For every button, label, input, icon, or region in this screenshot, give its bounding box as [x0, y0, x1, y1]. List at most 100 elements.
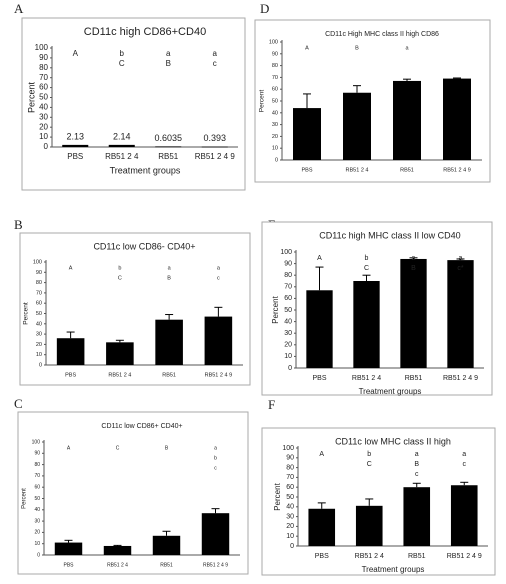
significance-letter: c — [415, 471, 419, 478]
y-tick-label: 70 — [284, 284, 292, 291]
significance-letter: a — [168, 265, 172, 271]
significance-letter: B — [411, 265, 416, 272]
panel-label: A — [14, 1, 24, 16]
bar — [343, 92, 371, 160]
chart-title: CD11c low MHC class II high — [335, 436, 451, 446]
bar — [54, 542, 83, 555]
bar — [355, 505, 383, 546]
y-tick-label: 40 — [34, 507, 40, 513]
bar — [353, 281, 380, 368]
significance-letter: a — [166, 49, 171, 58]
bar — [400, 258, 427, 368]
x-tick-label: PBS — [301, 167, 312, 173]
y-tick-label: 50 — [284, 307, 292, 314]
panel-label: B — [14, 217, 23, 232]
chart-title: CD11c High MHC class II high CD86 — [325, 31, 439, 38]
bar — [106, 342, 134, 365]
y-tick-label: 60 — [284, 295, 292, 302]
y-tick-label: 60 — [272, 87, 278, 93]
significance-letter: C — [119, 59, 125, 68]
significance-letter: b — [367, 451, 371, 458]
bar — [308, 508, 336, 546]
y-tick-label: 10 — [272, 146, 278, 152]
significance-letter: c — [463, 461, 467, 468]
y-tick-label: 100 — [269, 39, 278, 45]
y-tick-label: 80 — [34, 462, 40, 468]
x-tick-label: RB51 — [408, 553, 426, 560]
y-tick-label: 90 — [39, 53, 48, 62]
x-tick-label: RB51 2 4 — [107, 562, 128, 568]
y-tick-label: 90 — [284, 260, 292, 267]
x-tick-label: PBS — [65, 372, 76, 378]
bar — [450, 485, 478, 546]
y-axis-label: Percent — [259, 90, 266, 113]
panel-label: C — [14, 396, 23, 411]
chart-title: CD11c high MHC class II low CD40 — [319, 230, 460, 240]
panel-label: D — [260, 1, 269, 16]
y-tick-label: 10 — [39, 132, 48, 141]
bar — [152, 535, 181, 555]
value-label: 2.14 — [113, 131, 131, 141]
x-tick-label: RB51 2 4 — [352, 375, 381, 382]
y-tick-label: 50 — [39, 93, 48, 102]
bar — [204, 316, 233, 365]
significance-letter: a — [213, 49, 218, 58]
significance-letter: C — [364, 265, 369, 272]
y-tick-label: 90 — [34, 451, 40, 457]
significance-letter: B — [414, 461, 419, 468]
significance-letter: a — [415, 451, 419, 458]
y-tick-label: 60 — [39, 83, 48, 92]
y-tick-label: 100 — [32, 439, 41, 445]
y-tick-label: 60 — [36, 301, 42, 307]
x-tick-label: RB51 — [160, 562, 173, 568]
y-tick-label: 40 — [272, 110, 278, 116]
bar — [201, 513, 230, 555]
bar — [443, 78, 471, 160]
significance-letter: C — [118, 275, 122, 281]
y-tick-label: 50 — [272, 98, 278, 104]
y-tick-label: 20 — [284, 342, 292, 349]
significance-letter: A — [319, 451, 324, 458]
y-tick-label: 30 — [284, 330, 292, 337]
y-tick-label: 100 — [33, 259, 42, 265]
y-tick-label: 10 — [286, 533, 294, 540]
bar — [62, 144, 89, 147]
panel-box — [21, 17, 246, 191]
y-tick-label: 20 — [36, 342, 42, 348]
significance-letter: b — [214, 455, 217, 461]
x-tick-label: RB51 2 4 — [105, 152, 139, 161]
y-tick-label: 50 — [36, 311, 42, 317]
y-tick-label: 90 — [36, 270, 42, 276]
y-tick-label: 100 — [282, 445, 294, 452]
bar — [293, 108, 321, 160]
y-tick-label: 30 — [286, 513, 294, 520]
significance-letter: c* — [457, 265, 464, 272]
x-tick-label: RB51 — [158, 152, 179, 161]
significance-letter: B — [166, 59, 171, 68]
y-tick-label: 90 — [272, 51, 278, 57]
bar — [393, 80, 421, 160]
y-tick-label: 50 — [286, 494, 294, 501]
x-tick-label: PBS — [67, 152, 83, 161]
significance-letter: A — [305, 45, 309, 51]
x-tick-label: RB51 2 4 — [355, 553, 384, 560]
y-tick-label: 30 — [34, 518, 40, 524]
x-tick-label: RB51 2 4 9 — [195, 152, 236, 161]
y-tick-label: 0 — [275, 157, 278, 163]
x-tick-label: RB51 2 4 9 — [443, 375, 478, 382]
y-axis-label: Percent — [26, 81, 36, 113]
significance-letter: C — [367, 461, 372, 468]
x-tick-label: PBS — [312, 375, 326, 382]
significance-letter: A — [67, 445, 71, 451]
y-tick-label: 80 — [39, 63, 48, 72]
significance-letter: B — [165, 445, 169, 451]
y-tick-label: 80 — [272, 63, 278, 69]
y-tick-label: 40 — [284, 318, 292, 325]
y-tick-label: 70 — [34, 473, 40, 479]
y-tick-label: 80 — [36, 280, 42, 286]
x-tick-label: PBS — [63, 562, 74, 568]
significance-letter: A — [317, 255, 322, 262]
significance-letter: A — [69, 265, 73, 271]
significance-letter: b — [365, 255, 369, 262]
y-tick-label: 0 — [290, 543, 294, 550]
